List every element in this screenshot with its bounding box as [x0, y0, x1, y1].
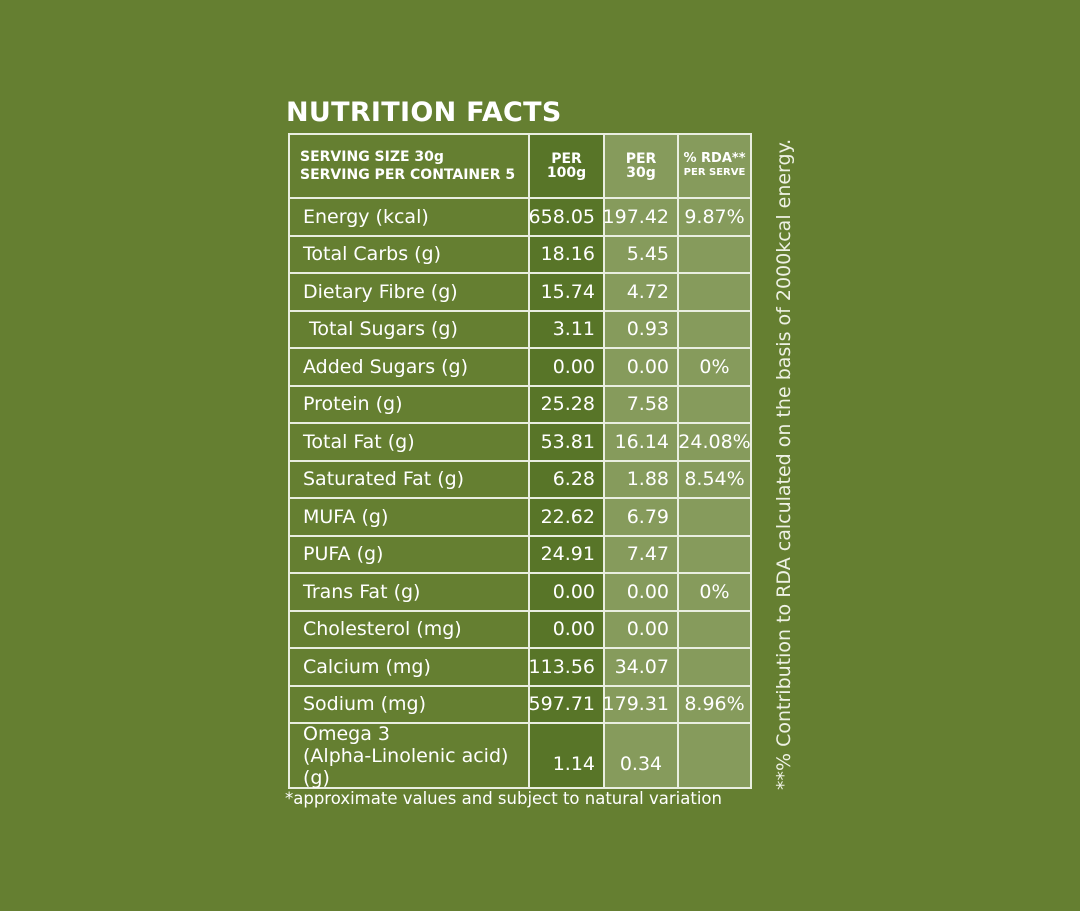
nutrient-label: Total Sugars (g) [303, 318, 458, 341]
value-per-100g: 18.16 [528, 236, 603, 272]
nutrient-label: Added Sugars (g) [303, 355, 469, 378]
rda-note: **% Contribution to RDA calculated on th… [773, 138, 795, 790]
col-header-rda: % RDA** PER SERVE [677, 135, 750, 197]
col-header-text: PER [551, 151, 582, 167]
footnote: *approximate values and subject to natur… [285, 789, 722, 808]
table-row: Trans Fat (g) 0.00 0.00 0% [290, 572, 750, 610]
value-rda [677, 386, 750, 422]
page-title: NUTRITION FACTS [286, 97, 562, 128]
value-rda: 8.54% [677, 461, 750, 497]
table-row: PUFA (g) 24.91 7.47 [290, 534, 750, 572]
nutrient-label: Total Carbs (g) [303, 243, 442, 266]
value-rda [677, 499, 750, 535]
table-row: Total Carbs (g) 18.16 5.45 [290, 234, 750, 272]
value-per-100g: 658.05 [528, 199, 603, 235]
table-row: Added Sugars (g) 0.00 0.00 0% [290, 347, 750, 385]
table-row-omega3: Omega 3 (Alpha-Linolenic acid) (g) 1.14 … [290, 722, 750, 789]
value-per-30g: 0.00 [603, 349, 677, 385]
nutrient-label: Cholesterol (mg) [303, 618, 462, 641]
value-per-30g: 5.45 [603, 236, 677, 272]
nutrient-label: Sodium (mg) [303, 693, 427, 716]
value-per-30g: 0.93 [603, 311, 677, 347]
value-per-30g: 4.72 [603, 274, 677, 310]
nutrient-label: Omega 3 (Alpha-Linolenic acid) (g) [290, 722, 528, 789]
value-per-30g: 0.34 [603, 724, 677, 787]
value-rda: 0% [677, 574, 750, 610]
value-rda: 8.96% [677, 686, 750, 722]
value-per-30g: 179.31 [603, 686, 677, 722]
value-per-100g: 25.28 [528, 386, 603, 422]
value-per-100g: 597.71 [528, 686, 603, 722]
table-row: Protein (g) 25.28 7.58 [290, 384, 750, 422]
table-row: Cholesterol (mg) 0.00 0.00 [290, 609, 750, 647]
nutrient-label-line2: (Alpha-Linolenic acid) (g) [303, 744, 509, 789]
col-header-per-100g: PER 100g [528, 135, 603, 197]
value-rda [677, 536, 750, 572]
value-per-100g: 22.62 [528, 499, 603, 535]
value-per-100g: 3.11 [528, 311, 603, 347]
col-header-text: 100g [546, 165, 587, 181]
value-per-30g: 34.07 [603, 649, 677, 685]
value-per-100g: 6.28 [528, 461, 603, 497]
nutrient-label: Dietary Fibre (g) [303, 280, 458, 303]
value-rda [677, 649, 750, 685]
table-row: Dietary Fibre (g) 15.74 4.72 [290, 272, 750, 310]
servings-per-container: SERVING PER CONTAINER 5 [300, 167, 516, 183]
table-row: Sodium (mg) 597.71 179.31 8.96% [290, 684, 750, 722]
table-row: Energy (kcal) 658.05 197.42 9.87% [290, 197, 750, 235]
value-rda [677, 236, 750, 272]
serving-size: SERVING SIZE 30g [300, 149, 444, 165]
value-per-100g: 24.91 [528, 536, 603, 572]
table-row: Saturated Fat (g) 6.28 1.88 8.54% [290, 459, 750, 497]
table-row: Total Sugars (g) 3.11 0.93 [290, 309, 750, 347]
value-rda [677, 274, 750, 310]
value-rda [677, 724, 750, 787]
value-rda [677, 311, 750, 347]
value-per-100g: 0.00 [528, 611, 603, 647]
table-header: SERVING SIZE 30g SERVING PER CONTAINER 5… [290, 135, 750, 197]
col-header-text: % RDA** [683, 151, 746, 166]
value-per-30g: 0.00 [603, 574, 677, 610]
value-per-30g: 197.42 [603, 199, 677, 235]
value-rda: 24.08% [677, 424, 751, 460]
value-per-30g: 7.47 [603, 536, 677, 572]
nutrient-label: Saturated Fat (g) [303, 468, 465, 491]
nutrient-label: Energy (kcal) [303, 205, 429, 228]
nutrient-label: Calcium (mg) [303, 655, 431, 678]
nutrient-label: Trans Fat (g) [303, 580, 421, 603]
col-header-text: 30g [626, 165, 656, 181]
nutrition-table: SERVING SIZE 30g SERVING PER CONTAINER 5… [288, 133, 752, 789]
value-per-100g: 113.56 [528, 649, 603, 685]
table-row: Calcium (mg) 113.56 34.07 [290, 647, 750, 685]
table-row: MUFA (g) 22.62 6.79 [290, 497, 750, 535]
nutrient-label: Total Fat (g) [303, 430, 415, 453]
col-header-text: PER SERVE [683, 167, 746, 178]
value-per-30g: 7.58 [603, 386, 677, 422]
value-per-30g: 16.14 [603, 424, 677, 460]
nutrient-label-line1: Omega 3 [303, 722, 390, 745]
value-per-100g: 53.81 [528, 424, 603, 460]
value-per-100g: 0.00 [528, 349, 603, 385]
value-rda [677, 611, 750, 647]
serving-info: SERVING SIZE 30g SERVING PER CONTAINER 5 [290, 135, 528, 197]
value-per-100g: 1.14 [528, 724, 603, 787]
value-per-30g: 0.00 [603, 611, 677, 647]
value-per-100g: 0.00 [528, 574, 603, 610]
value-per-30g: 1.88 [603, 461, 677, 497]
value-rda: 9.87% [677, 199, 750, 235]
value-per-30g: 6.79 [603, 499, 677, 535]
col-header-per-30g: PER 30g [603, 135, 677, 197]
nutrient-label: PUFA (g) [303, 543, 384, 566]
value-per-100g: 15.74 [528, 274, 603, 310]
value-rda: 0% [677, 349, 750, 385]
nutrient-label: MUFA (g) [303, 505, 389, 528]
table-row: Total Fat (g) 53.81 16.14 24.08% [290, 422, 751, 460]
nutrient-label: Protein (g) [303, 393, 403, 416]
col-header-text: PER [625, 151, 657, 167]
